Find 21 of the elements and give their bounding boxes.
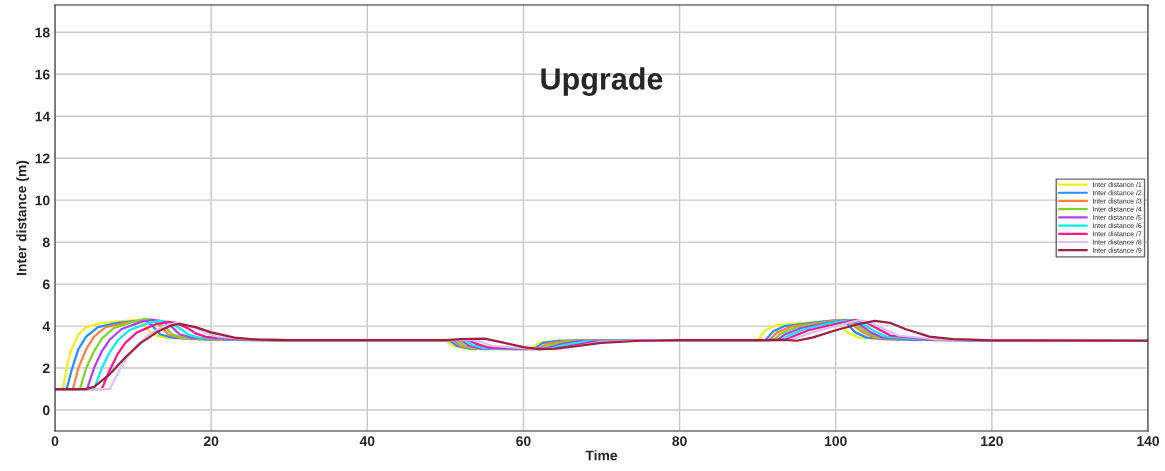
x-tick-label: 40 xyxy=(359,436,375,447)
x-tick-label: 0 xyxy=(51,436,59,447)
y-tick-label: 4 xyxy=(42,321,51,332)
y-tick-label: 8 xyxy=(42,237,50,248)
y-tick-label: 16 xyxy=(35,69,50,80)
y-tick-label: 6 xyxy=(42,279,50,290)
x-tick-label: 120 xyxy=(981,436,1003,447)
x-tick-label: 140 xyxy=(1137,436,1160,447)
x-tick-label: 80 xyxy=(672,436,687,447)
x-axis-title: Time xyxy=(585,450,618,461)
x-tick-label: 20 xyxy=(203,436,219,447)
y-tick-label: 0 xyxy=(42,405,50,416)
y-axis-title: Inter distance (m) xyxy=(16,160,30,275)
x-tick-label: 100 xyxy=(825,436,847,447)
y-tick-label: 18 xyxy=(35,27,50,38)
y-tick-label: 12 xyxy=(35,153,50,164)
y-tick-label: 10 xyxy=(35,195,50,206)
x-tick-label: 60 xyxy=(516,436,531,447)
annotation: Upgrade xyxy=(541,67,663,96)
y-tick-label: 14 xyxy=(35,111,51,122)
y-tick-label: 2 xyxy=(42,363,50,374)
